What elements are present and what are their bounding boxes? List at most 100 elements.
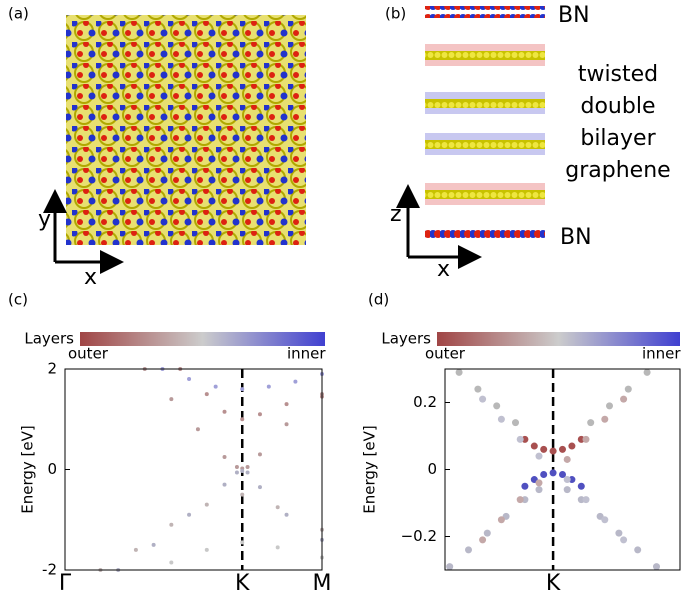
band-point <box>564 456 571 463</box>
layer-label: graphene <box>565 158 670 183</box>
band-point <box>615 530 622 537</box>
bn-layer <box>425 6 545 18</box>
band-point <box>536 479 543 486</box>
band-point <box>587 419 594 426</box>
band-point <box>653 563 660 570</box>
layer-label: twisted <box>578 62 658 87</box>
band-point <box>169 397 173 401</box>
panel-label: (d) <box>368 291 389 309</box>
y-tick-label: -2 <box>42 561 57 579</box>
band-point <box>498 416 505 423</box>
layer-label: BN <box>558 3 590 28</box>
band-point <box>644 369 651 376</box>
x-tick-label: K <box>546 571 561 596</box>
band-point <box>276 505 280 509</box>
band-point <box>456 369 463 376</box>
y-axis-label: Energy [eV] <box>361 425 379 513</box>
x-tick-label: K <box>235 571 250 596</box>
band-point <box>285 402 289 406</box>
band-point <box>540 471 547 478</box>
band-point <box>521 483 528 490</box>
band-point <box>240 387 244 391</box>
x-tick-label: M <box>313 571 332 596</box>
band-point <box>240 540 244 544</box>
band-point <box>601 516 608 523</box>
band-point <box>196 427 200 431</box>
y-tick-label: 0.2 <box>413 393 437 411</box>
band-point <box>583 436 590 443</box>
band-point <box>205 392 209 396</box>
structure-top-view <box>66 15 306 245</box>
band-point <box>465 546 472 553</box>
layer-label: BN <box>560 225 592 250</box>
y-tick-label: 0 <box>427 460 437 478</box>
layer-label: double <box>581 94 656 119</box>
band-point <box>446 563 453 570</box>
axis-label: x <box>84 265 97 290</box>
band-point <box>479 396 486 403</box>
band-point <box>484 530 491 537</box>
plot-frame <box>65 369 322 570</box>
colorbar-max: inner <box>287 345 326 363</box>
band-point <box>474 386 481 393</box>
axis-label: x <box>437 257 450 282</box>
band-point <box>564 476 571 483</box>
band-point <box>214 385 218 389</box>
band-point <box>620 536 627 543</box>
colorbar-max: inner <box>642 345 681 363</box>
band-point <box>276 545 280 549</box>
y-axis-label: Energy [eV] <box>19 425 37 513</box>
graphene-layer <box>425 190 545 199</box>
panel-label: (b) <box>385 5 406 23</box>
bn-layer <box>425 230 545 242</box>
band-point <box>540 446 547 453</box>
band-point <box>240 493 244 497</box>
band-point <box>258 485 262 489</box>
band-point <box>293 380 297 384</box>
band-point <box>169 560 173 564</box>
band-point <box>134 548 138 552</box>
band-point <box>601 416 608 423</box>
y-tick-label: 2 <box>47 360 57 378</box>
band-point <box>578 483 585 490</box>
band-point <box>246 471 250 475</box>
band-point <box>285 422 289 426</box>
band-point <box>620 396 627 403</box>
band-point <box>240 469 244 473</box>
band-point <box>258 452 262 456</box>
graphene-layer <box>425 99 545 108</box>
band-point <box>550 469 557 476</box>
band-point <box>583 496 590 503</box>
band-point <box>550 448 557 455</box>
band-point <box>240 417 244 421</box>
band-point <box>606 402 613 409</box>
band-point <box>205 548 209 552</box>
band-point <box>498 516 505 523</box>
band-point <box>634 546 641 553</box>
band-point <box>517 436 524 443</box>
band-point <box>235 471 239 475</box>
band-point <box>559 446 566 453</box>
band-point <box>479 536 486 543</box>
band-point <box>235 465 239 469</box>
figure: (a) y x (b) BN twisted double bilayer gr… <box>0 0 688 600</box>
band-point <box>564 486 571 493</box>
band-point <box>187 513 191 517</box>
band-point <box>169 523 173 527</box>
band-point <box>512 419 519 426</box>
band-point <box>223 483 227 487</box>
band-point <box>267 385 271 389</box>
panel-label: (a) <box>8 5 29 23</box>
band-point <box>493 402 500 409</box>
band-point <box>258 412 262 416</box>
y-tick-label: 0 <box>47 460 57 478</box>
band-point <box>568 443 575 450</box>
band-point <box>536 453 543 460</box>
y-tick-label: −0.2 <box>401 527 437 545</box>
layer-label: bilayer <box>580 126 656 151</box>
colorbar-min: outer <box>425 345 466 363</box>
graphene-layer <box>425 140 545 149</box>
band-point <box>531 443 538 450</box>
band-point <box>223 455 227 459</box>
colorbar-label: Layers <box>24 330 74 348</box>
